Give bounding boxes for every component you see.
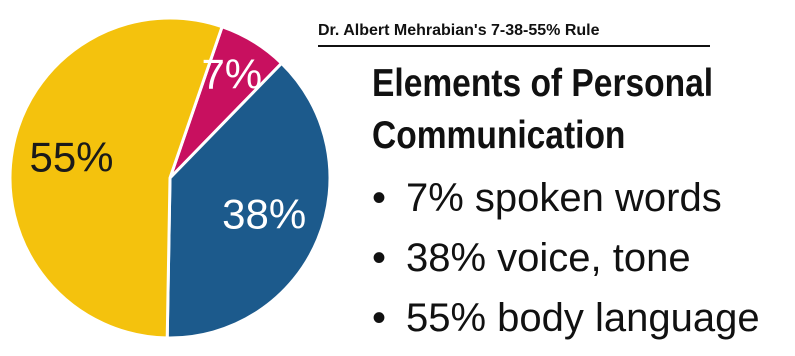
pie-label-body-language: 55% [29,134,113,181]
pie-slice-body-language [8,16,224,340]
pie-slice-voice-tone [165,61,332,340]
pie-chart: 7% 38% 55% [8,16,332,340]
title-line-1: Elements of Personal [372,62,714,105]
legend-item: • 38% voice, tone [372,228,760,288]
legend-item-label: 7% spoken words [406,176,722,220]
pie-label-voice-tone: 38% [222,190,306,237]
chart-subtitle: Dr. Albert Mehrabian's 7-38-55% Rule [318,22,600,39]
legend-bullet-list: • 7% spoken words • 38% voice, tone • 55% b… [372,168,760,348]
pie-label-spoken-words: 7% [201,51,262,98]
chart-title: Elements of Personal Communication [372,58,713,162]
bullet-icon: • [372,176,387,220]
bullet-icon: • [372,236,387,280]
title-line-2: Communication [372,114,626,157]
legend-item: • 55% body language [372,288,760,348]
bullet-icon: • [372,296,387,340]
legend-item-label: 55% body language [406,296,760,340]
legend-item: • 7% spoken words [372,168,760,228]
legend-item-label: 38% voice, tone [406,236,691,280]
subtitle-underline [318,45,710,47]
